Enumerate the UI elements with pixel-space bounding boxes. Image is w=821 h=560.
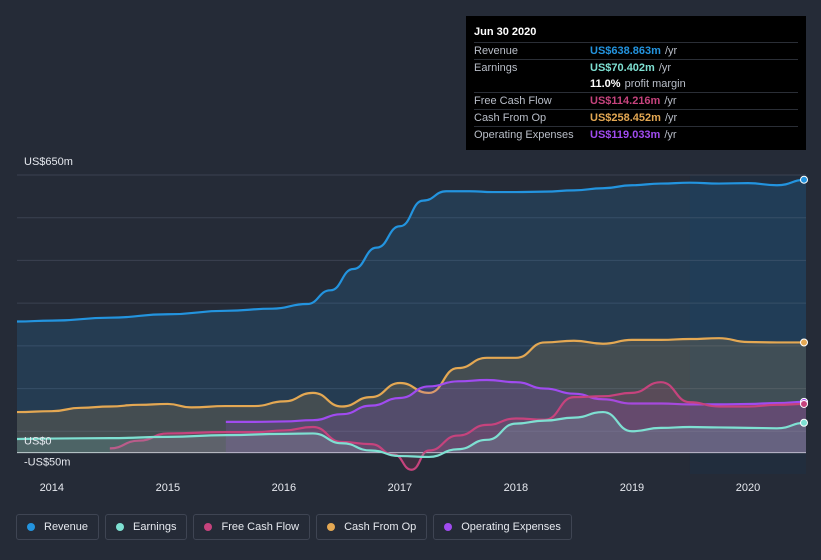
legend-label: Earnings: [133, 521, 177, 533]
series-end-point: [800, 338, 808, 347]
tooltip-row-label: Revenue: [474, 45, 519, 57]
tooltip-row-unit: /yr: [664, 45, 678, 57]
tooltip-row-value: US$638.863m: [590, 45, 661, 57]
tooltip-row: Free Cash Flow US$114.216m/yr: [474, 92, 798, 109]
legend-item-cash-from-op[interactable]: Cash From Op: [316, 514, 428, 540]
tooltip-row-label: Operating Expenses: [474, 129, 574, 141]
legend-item-operating-expenses[interactable]: Operating Expenses: [433, 514, 572, 540]
tooltip-row-label: Cash From Op: [474, 112, 547, 124]
tooltip-rows: Revenue US$638.863m/yr Earnings US$70.402m /…: [474, 42, 798, 143]
x-tick-label: 2020: [736, 482, 760, 494]
tooltip-row-value: 11.0%: [590, 78, 621, 90]
tooltip-row-unit: /yr: [664, 95, 677, 107]
legend-item-earnings[interactable]: Earnings: [105, 514, 188, 540]
chart-svg: US$650m US$0 -US$50m 2014 2015 2016 2017 2018 20…: [16, 156, 808, 494]
legend-dot-icon: [116, 523, 125, 531]
legend-dot-icon: [327, 523, 336, 531]
series-end-point: [800, 175, 808, 184]
x-tick-label: 2014: [40, 482, 64, 494]
y-axis-bottom-label: -US$50m: [24, 457, 70, 469]
y-axis-zero-label: US$0: [24, 436, 52, 448]
legend-label: Free Cash Flow: [221, 521, 300, 533]
tooltip-row: Revenue US$638.863m/yr: [474, 42, 798, 59]
x-tick-label: 2017: [388, 482, 412, 494]
y-axis-top-label: US$650m: [24, 156, 73, 168]
x-tick-label: 2019: [620, 482, 644, 494]
tooltip-row: Earnings US$70.402m/yr: [474, 59, 798, 76]
tooltip-row: Operating Expenses US$119.033m/yr: [474, 126, 798, 143]
tooltip-row-unit: /yr: [658, 62, 672, 74]
tooltip: Jun 30 2020 Revenue US$638.863m/yr Earning…: [466, 16, 806, 150]
series-end-point: [800, 418, 808, 427]
tooltip-row-value: US$70.402m: [590, 62, 655, 74]
legend: Revenue Earnings Free Cash Flow Cash From O…: [16, 514, 572, 542]
tooltip-date: Jun 30 2020: [474, 26, 537, 38]
x-tick-label: 2018: [504, 482, 528, 494]
tooltip-row-label: Free Cash Flow: [474, 95, 552, 107]
legend-dot-icon: [27, 523, 35, 531]
legend-label: Revenue: [44, 521, 89, 533]
series-line-revenue: [16, 178, 807, 323]
series-line-earnings: [16, 410, 807, 459]
legend-item-free-cash-flow[interactable]: Free Cash Flow: [193, 514, 311, 540]
tooltip-row-unit: profit margin: [624, 78, 686, 90]
forecast-shade: [689, 175, 806, 474]
tooltip-row-unit: /yr: [664, 112, 678, 124]
chart-area: US$650m US$0 -US$50m 2014 2015 2016 2017 2018 20…: [16, 156, 808, 494]
tooltip-row: Cash From Op US$258.452m/yr: [474, 109, 798, 126]
x-tick-label: 2015: [156, 482, 180, 494]
series-area-revenue: [17, 179, 806, 453]
tooltip-row-value: US$258.452m: [590, 112, 661, 124]
series-line-free-cash-flow: [109, 381, 807, 471]
legend-item-revenue[interactable]: Revenue: [16, 514, 100, 540]
legend-label: Operating Expenses: [461, 521, 561, 533]
legend-label: Cash From Op: [344, 521, 417, 533]
series-line-operating-expenses: [225, 378, 807, 423]
legend-dot-icon: [204, 523, 213, 531]
series-area-operating-expenses: [225, 380, 807, 453]
x-tick-label: 2016: [272, 482, 296, 494]
series-area-earnings: [17, 412, 806, 457]
tooltip-row-value: US$114.216m: [590, 95, 661, 107]
series-area-free-cash-flow: [109, 382, 806, 470]
series-line-cash-from-op: [16, 337, 807, 414]
tooltip-row-unit: /yr: [664, 129, 677, 141]
tooltip-row-label: [474, 76, 590, 92]
legend-dot-icon: [444, 523, 453, 531]
tooltip-row-value: US$119.033m: [590, 129, 661, 141]
series-end-point: [800, 399, 808, 408]
tooltip-row-label: Earnings: [474, 62, 518, 74]
tooltip-row: 11.0% profit margin: [474, 76, 798, 92]
